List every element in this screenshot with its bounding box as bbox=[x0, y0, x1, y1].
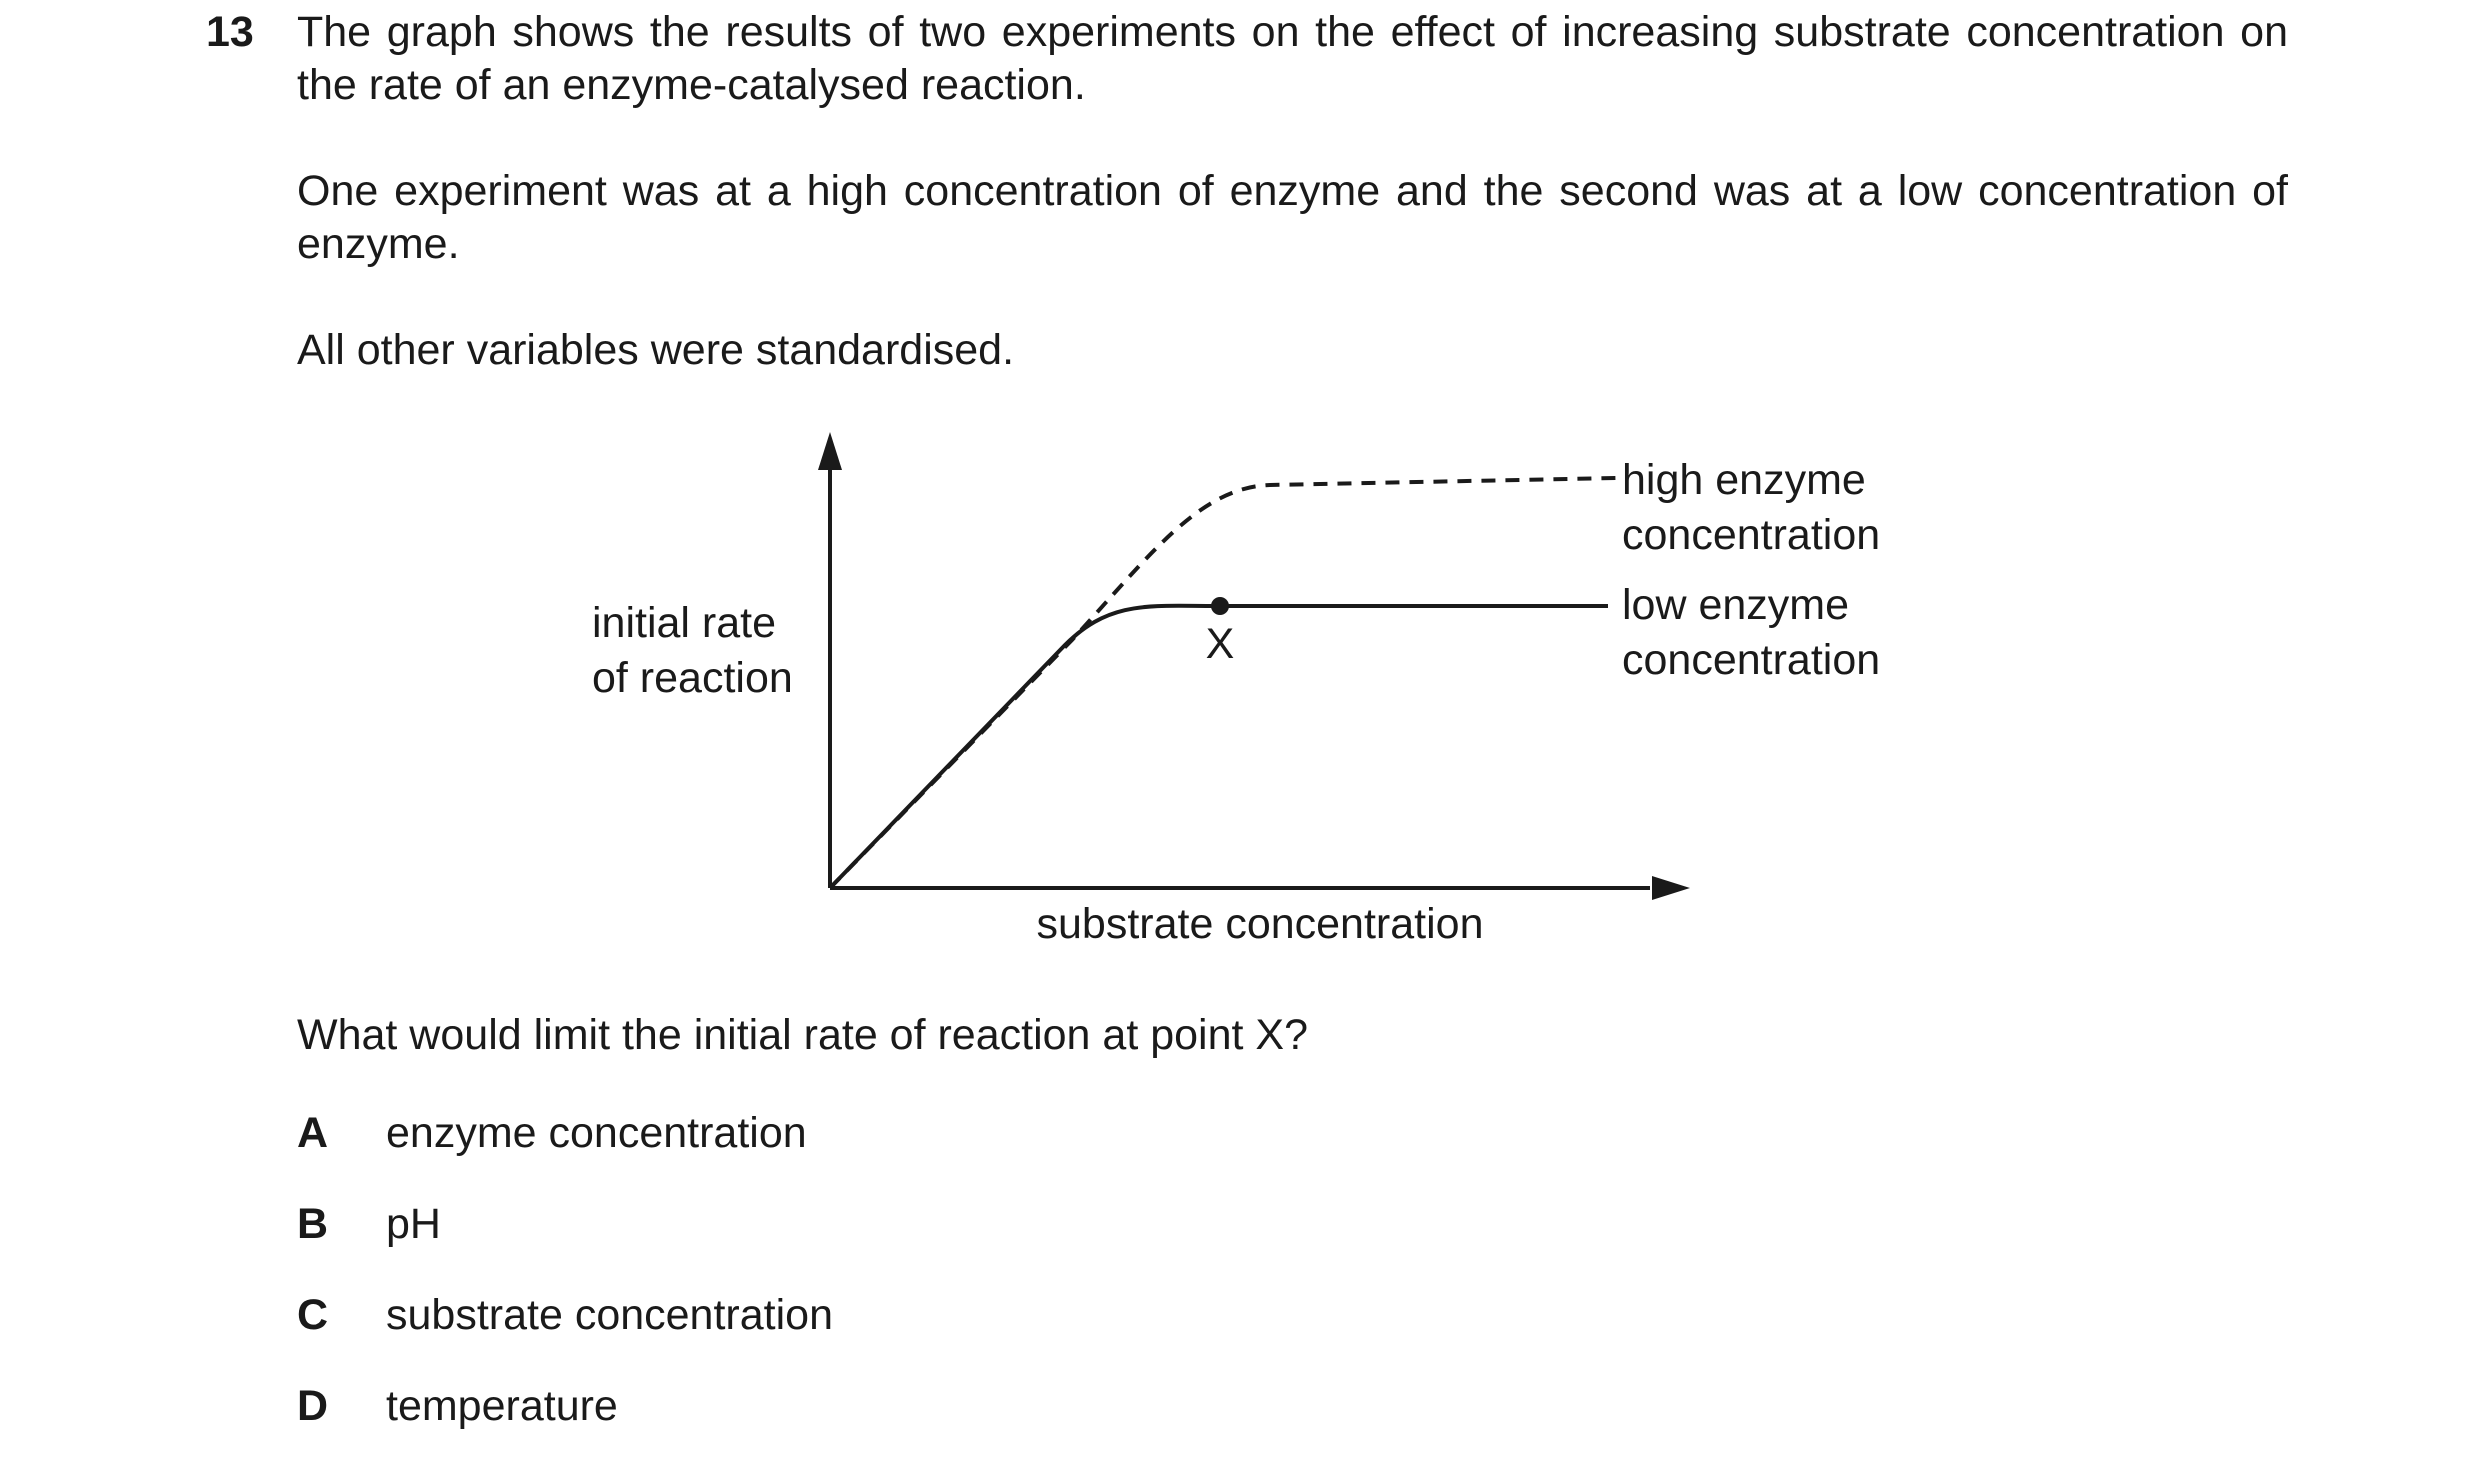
option-c-letter: C bbox=[297, 1291, 329, 1339]
option-b-text: pH bbox=[386, 1200, 441, 1248]
option-b-letter: B bbox=[297, 1200, 329, 1248]
question-number: 13 bbox=[206, 8, 254, 56]
high-curve-label-line-2: concentration bbox=[1622, 511, 1880, 559]
point-x-label: X bbox=[1206, 620, 1235, 668]
low-curve-label-line-1: low enzyme bbox=[1622, 581, 1849, 629]
option-c-text: substrate concentration bbox=[386, 1291, 833, 1339]
question-prompt: What would limit the initial rate of rea… bbox=[297, 1011, 1309, 1059]
variables-paragraph: All other variables were standardised. bbox=[297, 326, 1015, 374]
x-axis-label: substrate concentration bbox=[1037, 900, 1484, 948]
x-axis-arrow-icon bbox=[1652, 876, 1690, 900]
low-enzyme-curve bbox=[828, 603, 1608, 890]
option-a-letter: A bbox=[297, 1109, 329, 1157]
low-curve-label-line-2: concentration bbox=[1622, 636, 1880, 684]
intro-paragraph: The graph shows the results of two exper… bbox=[297, 8, 2288, 109]
y-axis-arrow-icon bbox=[818, 432, 842, 470]
point-x-marker bbox=[1211, 597, 1229, 615]
option-d-letter: D bbox=[297, 1382, 329, 1430]
high-enzyme-curve bbox=[828, 476, 1617, 890]
high-curve-label-line-1: high enzyme bbox=[1622, 456, 1866, 504]
option-a-text: enzyme concentration bbox=[386, 1109, 807, 1157]
experiment-paragraph: One experiment was at a high concentrati… bbox=[297, 167, 2288, 268]
y-axis-label-line-1: initial rate bbox=[592, 599, 776, 647]
option-d-text: temperature bbox=[386, 1382, 618, 1430]
y-axis-label-line-2: of reaction bbox=[592, 654, 793, 702]
